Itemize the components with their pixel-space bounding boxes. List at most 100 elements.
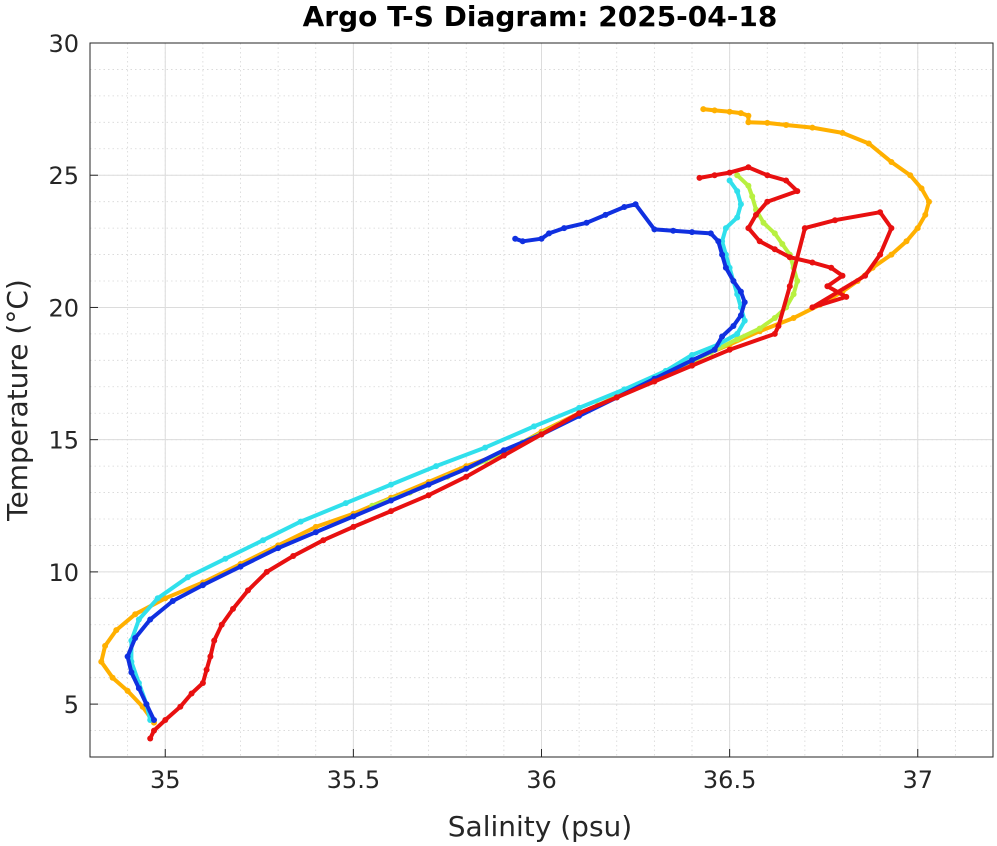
data-point — [839, 129, 846, 136]
data-point — [756, 238, 763, 245]
data-point — [561, 225, 568, 232]
data-point — [737, 288, 744, 295]
data-point — [546, 230, 552, 237]
data-point — [711, 107, 718, 114]
data-point — [737, 312, 744, 319]
data-point — [147, 616, 154, 623]
data-point — [707, 230, 714, 237]
data-point — [218, 621, 225, 628]
data-point — [132, 635, 139, 641]
data-point — [124, 687, 131, 694]
data-point — [726, 169, 733, 176]
y-tick-label: 10 — [48, 559, 79, 587]
data-point — [312, 523, 319, 530]
data-point — [689, 362, 695, 369]
data-point — [632, 201, 639, 208]
data-point — [538, 431, 545, 438]
data-point — [463, 465, 470, 472]
data-point — [775, 323, 782, 329]
data-point — [689, 229, 695, 236]
data-point — [843, 293, 850, 300]
data-point — [538, 235, 545, 242]
data-point — [734, 336, 741, 343]
data-point — [290, 553, 297, 559]
data-point — [260, 537, 267, 544]
data-point — [783, 177, 790, 184]
data-point — [651, 378, 658, 385]
data-point — [862, 272, 869, 279]
data-point — [463, 473, 470, 480]
profile-series-5 — [147, 164, 895, 742]
data-point — [918, 185, 925, 192]
data-point — [764, 119, 771, 126]
data-point — [342, 500, 349, 507]
data-point — [689, 352, 695, 358]
data-point — [143, 701, 150, 708]
data-point — [726, 177, 733, 184]
data-point — [689, 357, 695, 364]
data-point — [531, 423, 537, 430]
chart-title: Argo T-S Diagram: 2025-04-18 — [303, 0, 778, 33]
profile-trace — [129, 178, 747, 722]
data-point — [903, 238, 910, 245]
data-point — [169, 598, 176, 604]
data-point — [696, 174, 703, 181]
data-point — [388, 497, 394, 504]
data-point — [745, 225, 752, 232]
data-point — [263, 568, 270, 575]
data-point — [350, 513, 357, 520]
data-point — [764, 172, 771, 179]
data-point — [734, 172, 741, 179]
data-point — [184, 574, 191, 581]
data-point — [865, 140, 872, 147]
data-point — [809, 259, 816, 266]
data-point — [783, 122, 790, 128]
x-tick-label: 36 — [526, 766, 557, 794]
data-point — [832, 217, 838, 224]
data-point — [790, 315, 797, 321]
data-point — [199, 680, 206, 686]
data-point — [621, 204, 628, 210]
profile-trace — [125, 202, 747, 722]
data-point — [764, 198, 771, 205]
data-point — [433, 463, 440, 470]
data-point — [771, 330, 778, 337]
data-point — [613, 394, 620, 401]
data-point — [719, 251, 726, 258]
data-point — [275, 545, 282, 552]
y-tick-label: 15 — [48, 427, 79, 455]
y-axis-label: Temperature (°C) — [1, 279, 34, 522]
data-point — [922, 211, 929, 218]
data-point — [745, 112, 752, 119]
data-point — [576, 404, 583, 411]
data-point — [222, 555, 229, 562]
data-point — [741, 317, 748, 324]
data-point — [734, 214, 741, 221]
data-point — [794, 278, 801, 284]
data-point — [177, 703, 184, 710]
data-point — [715, 238, 722, 245]
data-point — [771, 230, 778, 237]
data-point — [135, 616, 142, 623]
x-tick-label: 35 — [150, 766, 181, 794]
data-point — [734, 188, 741, 195]
data-point — [113, 627, 120, 634]
data-point — [726, 346, 733, 353]
data-point — [790, 291, 797, 298]
data-point — [203, 666, 210, 673]
data-point — [711, 172, 718, 179]
data-point — [162, 595, 169, 602]
data-point — [151, 727, 157, 734]
data-point — [388, 508, 394, 515]
data-point — [519, 238, 526, 245]
data-point — [824, 283, 831, 290]
data-point — [425, 492, 432, 499]
data-point — [877, 251, 884, 258]
data-point — [745, 182, 752, 189]
data-points — [98, 106, 932, 742]
data-point — [722, 225, 729, 232]
data-point — [877, 209, 884, 216]
data-point — [753, 211, 759, 218]
data-point — [651, 226, 658, 233]
